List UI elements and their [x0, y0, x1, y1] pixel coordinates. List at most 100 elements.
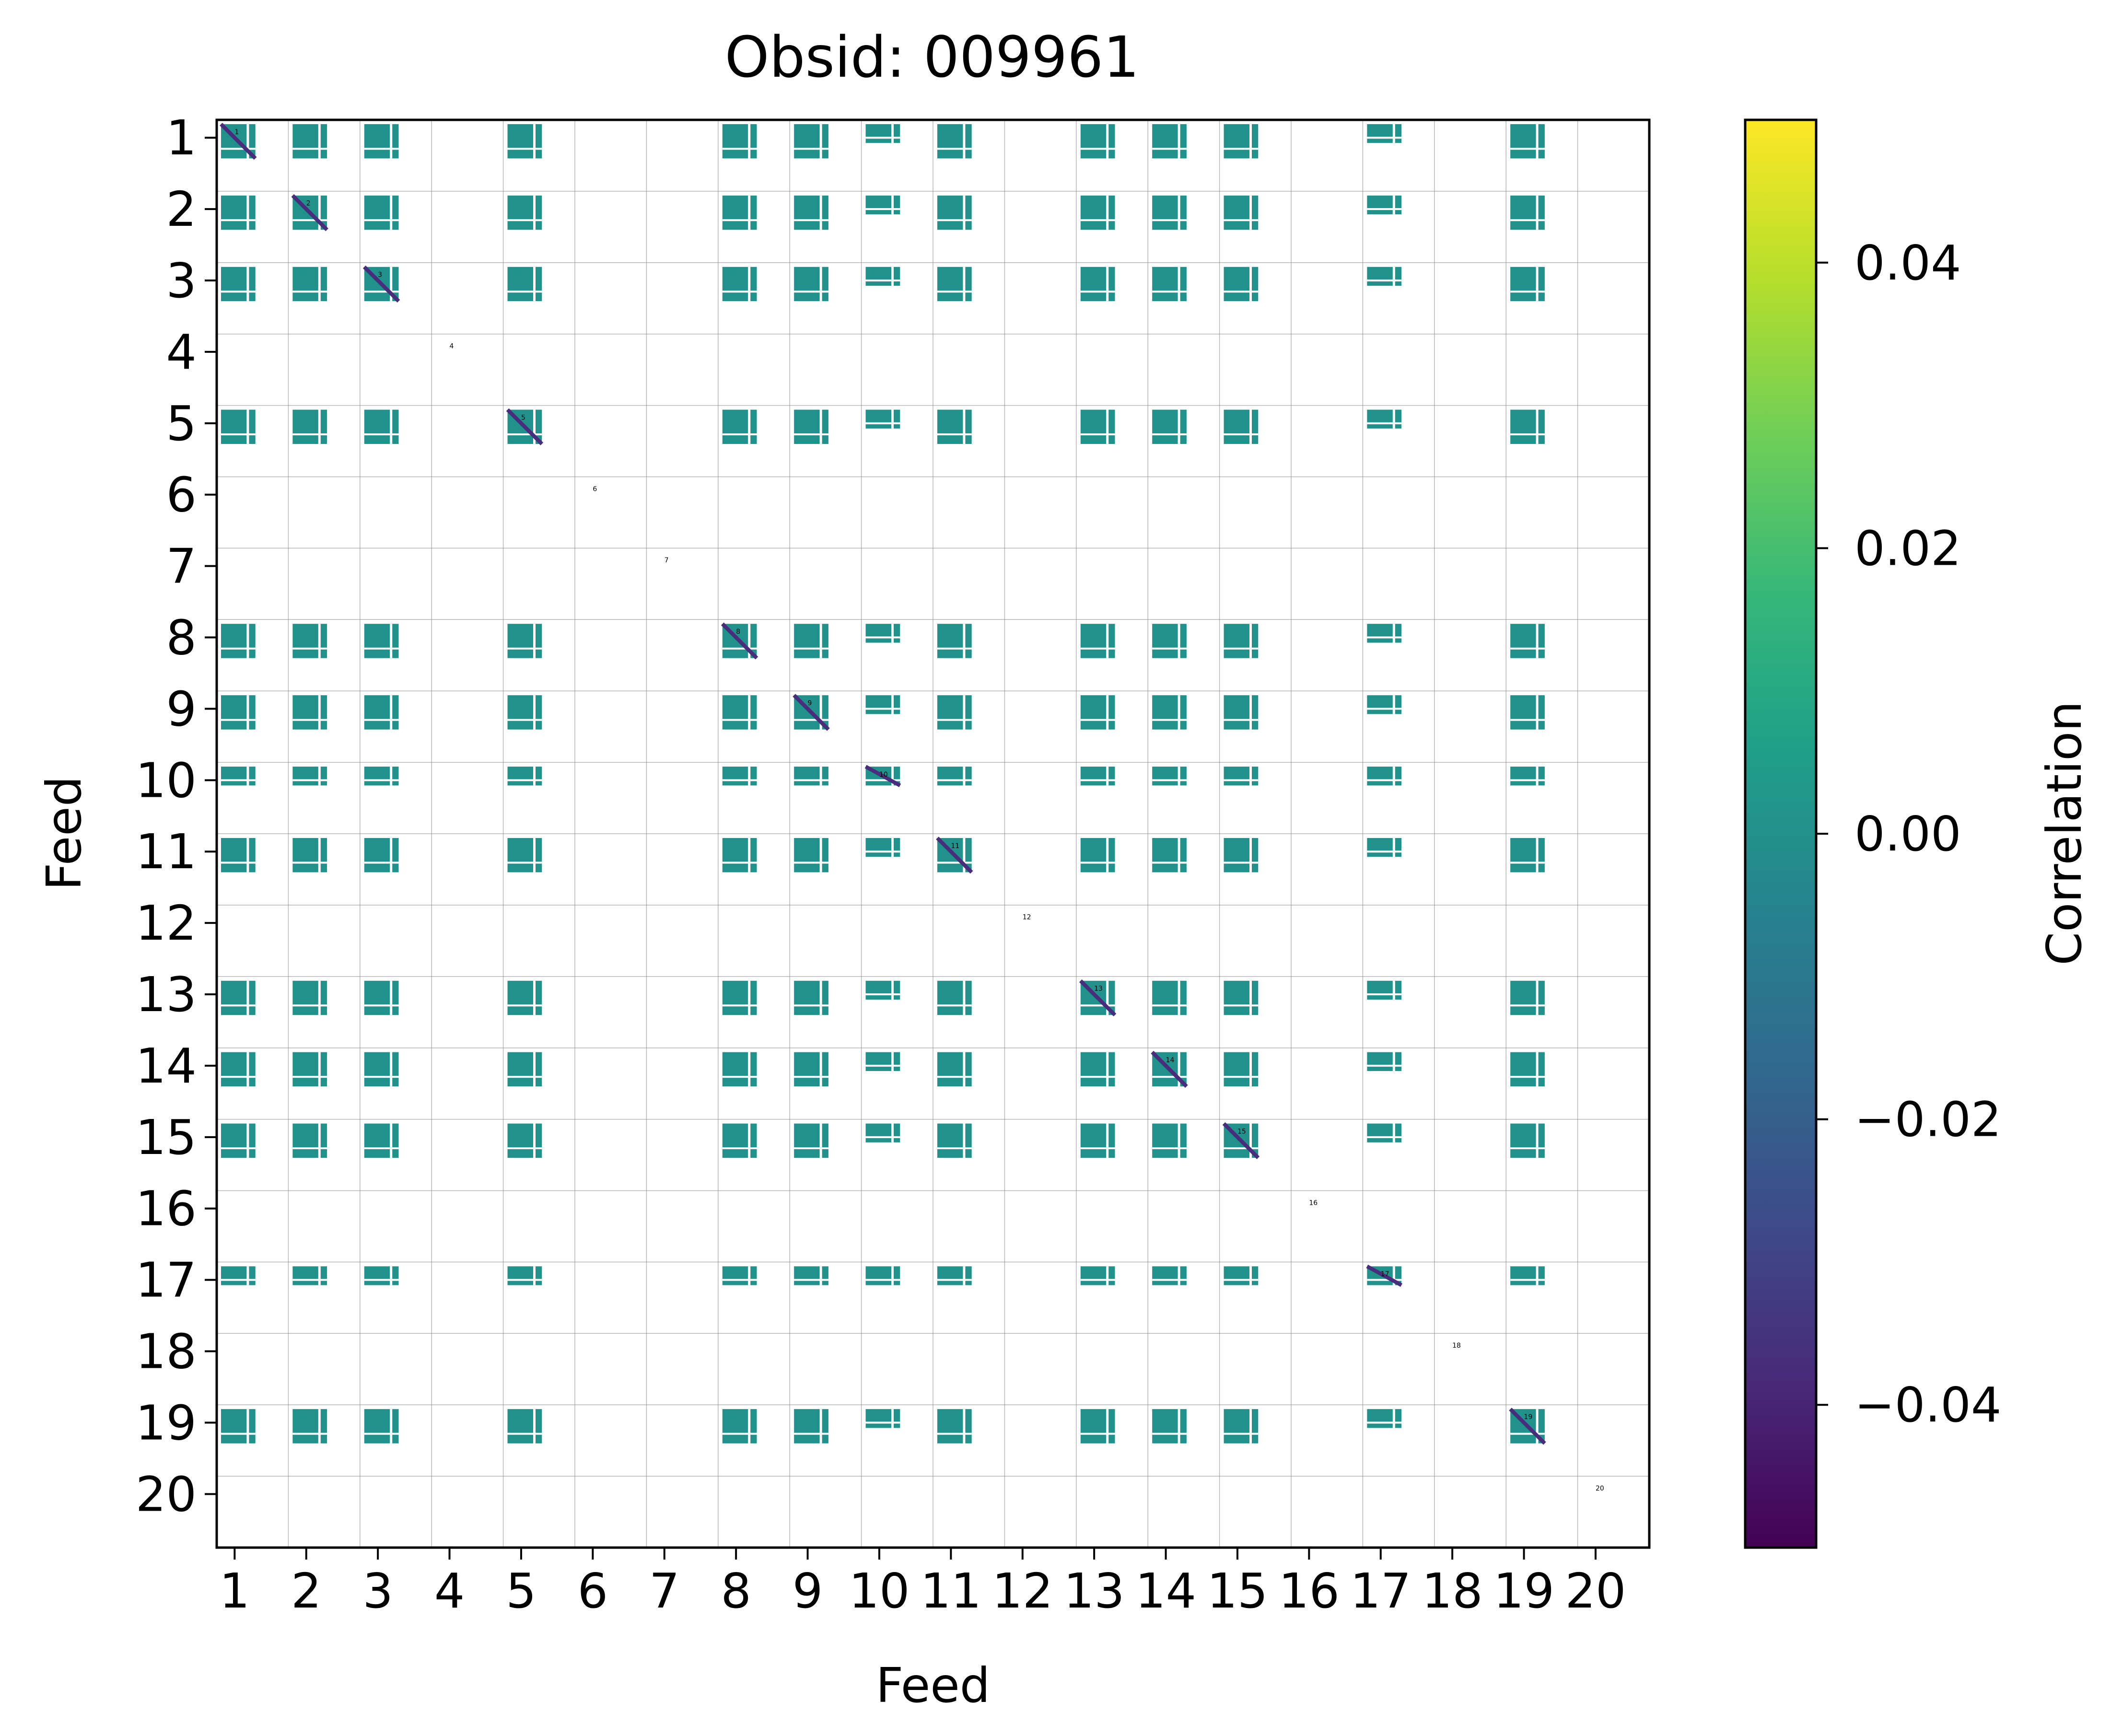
heatmap-block-13-19: [1510, 980, 1545, 1015]
heatmap-cell: [722, 1266, 757, 1285]
heatmap-block-2-5: [507, 195, 542, 230]
diagonal-label: 16: [1309, 1199, 1318, 1207]
heatmap-block-2-17: [1367, 195, 1402, 215]
heatmap-block-19-1: [221, 1409, 256, 1444]
heatmap-block-11-10: [865, 838, 900, 857]
heatmap-block-14-17: [1367, 1052, 1402, 1071]
heatmap-cell: [937, 767, 972, 786]
heatmap-block-8-3: [364, 624, 399, 658]
heatmap-cell: [937, 624, 972, 658]
colorbar-label: Correlation: [2036, 701, 2092, 965]
x-tick-label: 6: [578, 1563, 608, 1619]
heatmap-block-5-14: [1152, 409, 1187, 444]
heatmap-block-10-9: [794, 767, 828, 786]
heatmap-cell: [1080, 409, 1115, 444]
x-tick-label: 1: [220, 1563, 250, 1619]
heatmap-block-3-15: [1224, 267, 1259, 302]
heatmap-block-3-8: [722, 267, 757, 302]
heatmap-block-11-2: [292, 838, 327, 873]
heatmap-cell: [292, 267, 327, 302]
heatmap-cell: [794, 195, 828, 230]
heatmap-block-15-19: [1510, 1123, 1545, 1158]
x-axis-label: Feed: [876, 1657, 991, 1713]
heatmap-block-15-1: [221, 1123, 256, 1158]
heatmap-block-13-1: [221, 980, 256, 1015]
heatmap-cell: [364, 695, 399, 730]
heatmap-cell: [507, 124, 542, 159]
heatmap-block-5-1: [221, 409, 256, 444]
heatmap-block-11-11: [936, 837, 973, 874]
heatmap-cell: [937, 695, 972, 730]
heatmap-cell: [507, 767, 542, 786]
heatmap-block-13-8: [722, 980, 757, 1015]
colorbar-ticks: 0.04 0.02 0.00 −0.02 −0.04: [1816, 235, 2001, 1433]
heatmap-block-1-2: [292, 124, 327, 159]
heatmap-block-10-10: [864, 765, 901, 787]
heatmap-cell: [865, 980, 900, 1000]
heatmap-block-19-9: [794, 1409, 828, 1444]
heatmap-cell: [364, 1266, 399, 1285]
heatmap-cell: [1510, 767, 1545, 786]
heatmap-cell: [1080, 1052, 1115, 1087]
heatmap-cell: [1224, 1052, 1259, 1087]
y-tick-label: 10: [136, 752, 197, 808]
heatmap-cell: [1367, 267, 1402, 286]
x-tick-label: 19: [1493, 1563, 1554, 1619]
diagonal-label: 8: [736, 628, 740, 636]
heatmap-cell: [722, 124, 757, 159]
heatmap-cell: [1080, 767, 1115, 786]
heatmap-cell: [722, 195, 757, 230]
heatmap-cell: [221, 980, 256, 1015]
heatmap-block-1-13: [1080, 124, 1115, 159]
heatmap-block-1-14: [1152, 124, 1187, 159]
heatmap-block-11-8: [722, 838, 757, 873]
heatmap-cell: [1152, 267, 1187, 302]
diagonal-line: [721, 622, 758, 660]
heatmap-cell: [1224, 267, 1259, 302]
heatmap-block-14-8: [722, 1052, 757, 1087]
x-tick-label: 16: [1279, 1563, 1340, 1619]
heatmap-block-8-14: [1152, 624, 1187, 658]
heatmap-cell: [292, 1052, 327, 1087]
heatmap-block-5-2: [292, 409, 327, 444]
heatmap-block-19-5: [507, 1409, 542, 1444]
heatmap-cell: [1367, 195, 1402, 215]
heatmap-cell: [1080, 1266, 1115, 1285]
heatmap-cell: [364, 124, 399, 159]
heatmap-cell: [1224, 838, 1259, 873]
heatmap-block-11-5: [507, 838, 542, 873]
heatmap-block-9-11: [937, 695, 972, 730]
heatmap-block-13-11: [937, 980, 972, 1015]
heatmap-cell: [1224, 624, 1259, 658]
x-tick-label: 17: [1350, 1563, 1411, 1619]
heatmap-block-17-2: [292, 1266, 327, 1285]
colorbar-tick-label: −0.02: [1854, 1092, 2001, 1148]
diagonal-line: [1366, 1264, 1402, 1287]
heatmap-block-17-19: [1510, 1266, 1545, 1285]
heatmap-block-15-5: [507, 1123, 542, 1158]
diagonal-label: 11: [951, 842, 959, 850]
heatmap-block-5-13: [1080, 409, 1115, 444]
heatmap-cell: [1152, 767, 1187, 786]
x-tick-label: 8: [721, 1563, 751, 1619]
heatmap-cell: [794, 980, 828, 1015]
heatmap-block-5-9: [794, 409, 828, 444]
heatmap-block-3-10: [865, 267, 900, 286]
heatmap-block-10-13: [1080, 767, 1115, 786]
heatmap-block-5-11: [937, 409, 972, 444]
heatmap-cell: [722, 1123, 757, 1158]
heatmap-block-14-11: [937, 1052, 972, 1087]
y-tick-label: 6: [166, 467, 197, 523]
heatmap-block-1-15: [1224, 124, 1259, 159]
heatmap-block-5-17: [1367, 409, 1402, 429]
diagonal-label: 18: [1452, 1342, 1461, 1350]
diagonal-line: [1079, 979, 1117, 1017]
heatmap-block-3-17: [1367, 267, 1402, 286]
heatmap-block-9-3: [364, 695, 399, 730]
x-tick-label: 7: [649, 1563, 680, 1619]
heatmap-block-5-5: [506, 408, 544, 445]
heatmap-cell: [1080, 1409, 1115, 1444]
heatmap-block-15-9: [794, 1123, 828, 1158]
y-axis-label: Feed: [36, 776, 92, 891]
y-tick-label: 16: [136, 1181, 197, 1237]
